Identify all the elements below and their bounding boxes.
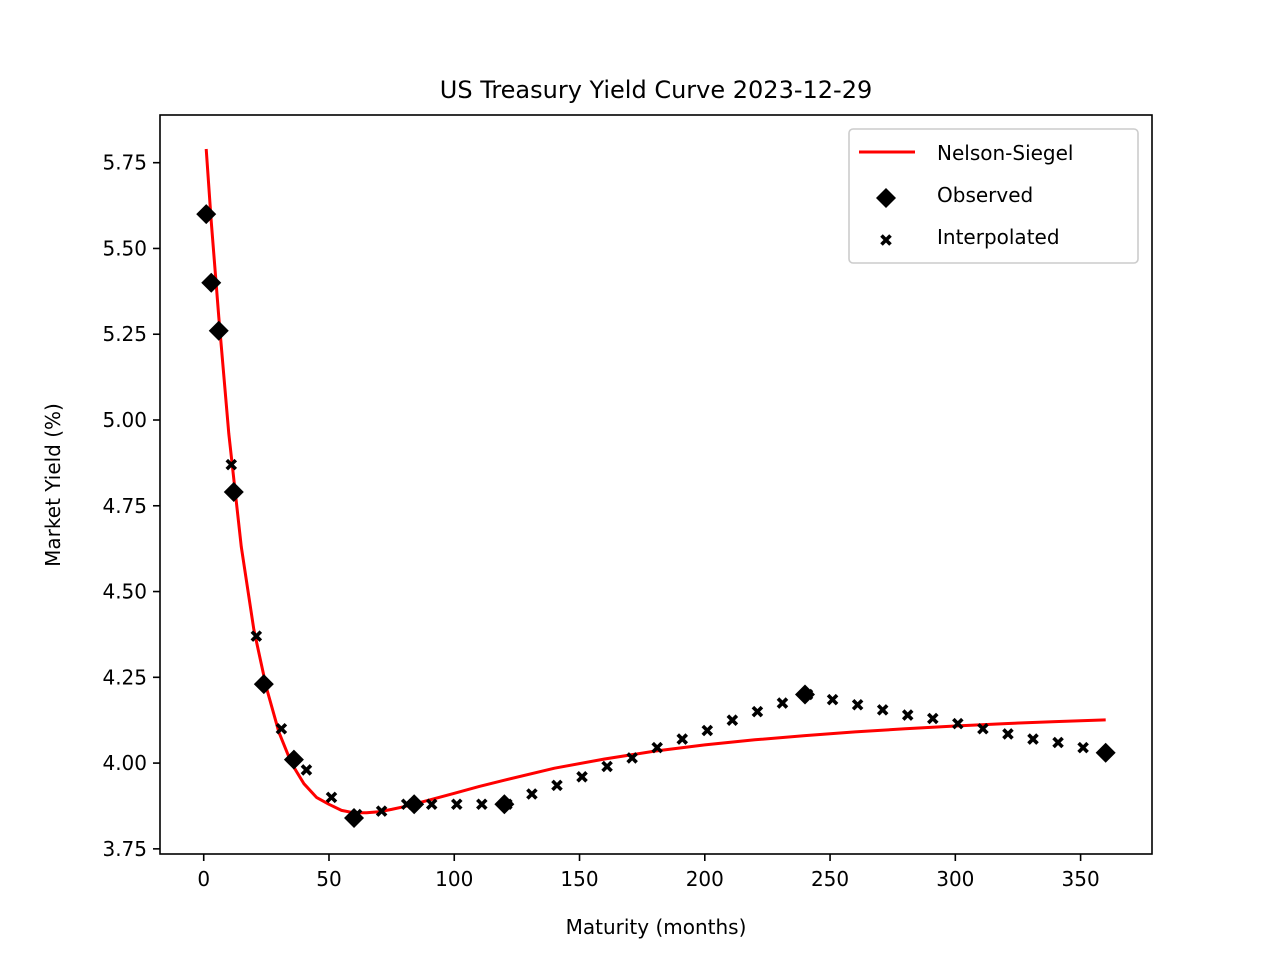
y-tick-label: 4.75 xyxy=(102,494,147,518)
x-tick-label: 350 xyxy=(1062,867,1100,891)
data-point-interpolated xyxy=(601,760,613,773)
data-point-interpolated xyxy=(225,458,238,471)
data-point-interpolated xyxy=(526,788,538,800)
data-point-interpolated xyxy=(375,805,388,817)
data-point-interpolated xyxy=(350,808,363,821)
data-point-interpolated xyxy=(651,741,663,754)
legend-label: Interpolated xyxy=(937,225,1060,249)
y-axis-label: Market Yield (%) xyxy=(41,403,65,567)
x-tick-label: 250 xyxy=(811,867,849,891)
legend-label: Nelson-Siegel xyxy=(937,141,1073,165)
data-point-interpolated xyxy=(576,771,588,783)
axes-frame xyxy=(159,114,1153,855)
x-tick-label: 100 xyxy=(435,867,473,891)
y-tick-label: 5.25 xyxy=(102,322,147,346)
legend-swatch-observed xyxy=(876,188,896,208)
data-point-interpolated xyxy=(1052,736,1064,749)
x-tick-label: 50 xyxy=(316,867,341,891)
legend-label: Observed xyxy=(937,183,1033,207)
data-point-interpolated xyxy=(1027,733,1039,745)
x-tick-label: 300 xyxy=(936,867,974,891)
legend-box xyxy=(848,128,1139,264)
data-point-interpolated xyxy=(952,717,964,730)
legend: Nelson-Siegel Observed Interpolated xyxy=(848,128,1139,264)
y-axis: 3.75 4.00 4.25 4.50 4.75 5.00 5.25 5.50 5.75 xyxy=(102,151,160,861)
data-point-interpolated xyxy=(851,698,864,711)
data-point-interpolated xyxy=(1077,741,1089,754)
data-point-observed xyxy=(208,320,229,341)
data-point-interpolated xyxy=(751,705,764,718)
data-point-observed xyxy=(201,272,222,293)
data-point-interpolated xyxy=(977,723,989,735)
x-axis: 0 50 100 150 200 250 300 350 xyxy=(197,854,1100,891)
data-point-observed xyxy=(253,674,274,695)
data-point-interpolated xyxy=(300,764,313,776)
plot-area xyxy=(159,114,1153,855)
data-point-interpolated xyxy=(927,712,939,725)
data-point-interpolated xyxy=(400,798,413,811)
y-tick-label: 4.50 xyxy=(102,580,147,604)
data-point-observed xyxy=(223,482,244,503)
y-tick-label: 5.75 xyxy=(102,151,147,175)
data-point-interpolated xyxy=(676,733,689,745)
series-line-nelson-siegel xyxy=(204,148,1106,815)
y-tick-label: 4.25 xyxy=(102,665,147,689)
legend-swatch-interpolated xyxy=(880,234,892,246)
data-point-observed xyxy=(283,749,304,770)
data-point-interpolated xyxy=(701,724,714,737)
y-tick-label: 4.00 xyxy=(102,751,147,775)
data-point-interpolated xyxy=(450,798,463,811)
y-tick-label: 3.75 xyxy=(102,837,147,861)
x-tick-label: 150 xyxy=(560,867,598,891)
data-point-interpolated xyxy=(801,688,814,701)
data-point-interpolated xyxy=(250,630,263,642)
data-point-interpolated xyxy=(551,779,563,792)
data-point-interpolated xyxy=(275,723,288,735)
data-point-interpolated xyxy=(626,752,638,764)
data-point-interpolated xyxy=(501,798,513,811)
data-point-interpolated xyxy=(425,798,438,811)
x-axis-label: Maturity (months) xyxy=(566,915,747,939)
x-tick-label: 0 xyxy=(197,867,210,891)
data-point-interpolated xyxy=(776,697,789,709)
data-point-interpolated xyxy=(1002,728,1014,740)
data-point-interpolated xyxy=(876,704,889,716)
data-point-interpolated xyxy=(476,798,488,811)
x-tick-label: 200 xyxy=(686,867,724,891)
data-point-observed xyxy=(196,204,217,225)
data-point-interpolated xyxy=(325,791,338,804)
data-point-interpolated xyxy=(901,709,914,721)
y-tick-label: 5.50 xyxy=(102,236,147,260)
data-point-observed xyxy=(1095,742,1116,763)
chart-title: US Treasury Yield Curve 2023-12-29 xyxy=(440,76,872,104)
data-point-interpolated xyxy=(726,714,739,726)
data-point-interpolated xyxy=(826,693,839,706)
y-tick-label: 5.00 xyxy=(102,408,147,432)
